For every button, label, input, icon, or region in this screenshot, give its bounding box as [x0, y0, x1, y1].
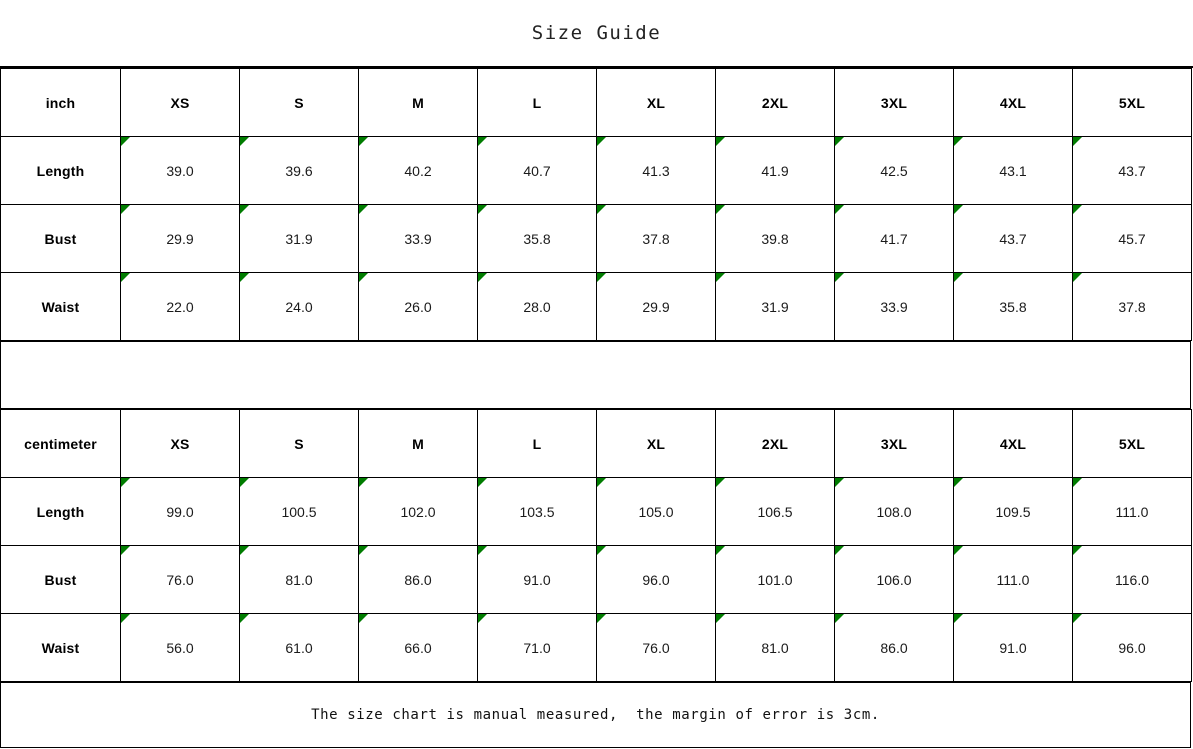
table-row: Waist 56.0 61.0 66.0 71.0 76.0 81.0 86.0 91.0 96.… — [0, 613, 1192, 682]
measurement-cell: 96.0 — [596, 545, 716, 614]
table-row: Bust 76.0 81.0 86.0 91.0 96.0 101.0 106.0 111.0 1… — [0, 545, 1192, 614]
size-header-cell-s: S — [239, 68, 359, 137]
measurement-cell: 26.0 — [358, 272, 478, 341]
measurement-cell: 22.0 — [120, 272, 240, 341]
size-header-cell-xs: XS — [120, 68, 240, 137]
measurement-label-length: Length — [0, 136, 121, 205]
size-header-cell-2xl: 2XL — [715, 68, 835, 137]
inch-size-table: inch XS S M L XL 2XL 3XL 4XL 5XL Length 39.0 39.6 40.… — [0, 68, 1192, 341]
measurement-cell: 41.3 — [596, 136, 716, 205]
measurement-cell: 106.0 — [834, 545, 954, 614]
measurement-cell: 33.9 — [358, 204, 478, 273]
inch-table-body: inch XS S M L XL 2XL 3XL 4XL 5XL Length 39.0 39.6 40.… — [0, 68, 1192, 341]
measurement-label-length: Length — [0, 477, 121, 546]
measurement-cell: 76.0 — [120, 545, 240, 614]
size-header-cell-5xl: 5XL — [1072, 409, 1192, 478]
measurement-cell: 76.0 — [596, 613, 716, 682]
measurement-cell: 111.0 — [953, 545, 1073, 614]
measurement-cell: 43.7 — [953, 204, 1073, 273]
size-header-cell-l: L — [477, 68, 597, 137]
measurement-cell: 102.0 — [358, 477, 478, 546]
measurement-cell: 31.9 — [715, 272, 835, 341]
measurement-label-bust: Bust — [0, 545, 121, 614]
measurement-cell: 43.1 — [953, 136, 1073, 205]
size-header-cell-4xl: 4XL — [953, 68, 1073, 137]
measurement-cell: 29.9 — [120, 204, 240, 273]
measurement-cell: 66.0 — [358, 613, 478, 682]
measurement-cell: 56.0 — [120, 613, 240, 682]
size-header-cell-3xl: 3XL — [834, 68, 954, 137]
page-title: Size Guide — [531, 22, 662, 44]
table-spacer-row — [0, 341, 1191, 409]
measurement-cell: 108.0 — [834, 477, 954, 546]
size-header-cell-xl: XL — [596, 68, 716, 137]
measurement-cell: 43.7 — [1072, 136, 1192, 205]
measurement-cell: 40.2 — [358, 136, 478, 205]
measurement-label-bust: Bust — [0, 204, 121, 273]
measurement-cell: 61.0 — [239, 613, 359, 682]
unit-header-cell: centimeter — [0, 409, 121, 478]
measurement-cell: 103.5 — [477, 477, 597, 546]
table-header-row: inch XS S M L XL 2XL 3XL 4XL 5XL — [0, 68, 1192, 137]
measurement-cell: 39.8 — [715, 204, 835, 273]
measurement-cell: 37.8 — [1072, 272, 1192, 341]
size-header-cell-3xl: 3XL — [834, 409, 954, 478]
measurement-cell: 101.0 — [715, 545, 835, 614]
size-header-cell-2xl: 2XL — [715, 409, 835, 478]
measurement-cell: 37.8 — [596, 204, 716, 273]
size-header-cell-m: M — [358, 409, 478, 478]
measurement-cell: 106.5 — [715, 477, 835, 546]
measurement-cell: 28.0 — [477, 272, 597, 341]
size-header-cell-xl: XL — [596, 409, 716, 478]
measurement-cell: 42.5 — [834, 136, 954, 205]
measurement-cell: 86.0 — [358, 545, 478, 614]
measurement-cell: 81.0 — [715, 613, 835, 682]
measurement-cell: 91.0 — [477, 545, 597, 614]
footer-note-row: The size chart is manual measured, the m… — [0, 682, 1191, 748]
measurement-cell: 39.6 — [239, 136, 359, 205]
measurement-cell: 39.0 — [120, 136, 240, 205]
size-header-cell-m: M — [358, 68, 478, 137]
table-row: Length 99.0 100.5 102.0 103.5 105.0 106.5 108.0… — [0, 477, 1192, 546]
measurement-cell: 116.0 — [1072, 545, 1192, 614]
measurement-cell: 45.7 — [1072, 204, 1192, 273]
centimeter-size-table: centimeter XS S M L XL 2XL 3XL 4XL 5XL Length 99.0 1… — [0, 409, 1192, 682]
measurement-cell: 41.9 — [715, 136, 835, 205]
measurement-cell: 81.0 — [239, 545, 359, 614]
measurement-cell: 111.0 — [1072, 477, 1192, 546]
table-row: Bust 29.9 31.9 33.9 35.8 37.8 39.8 41.7 43.7 45.7 — [0, 204, 1192, 273]
measurement-cell: 91.0 — [953, 613, 1073, 682]
measurement-cell: 29.9 — [596, 272, 716, 341]
measurement-cell: 40.7 — [477, 136, 597, 205]
size-header-cell-5xl: 5XL — [1072, 68, 1192, 137]
centimeter-table-body: centimeter XS S M L XL 2XL 3XL 4XL 5XL Length 99.0 1… — [0, 409, 1192, 682]
measurement-disclaimer: The size chart is manual measured, the m… — [311, 707, 880, 723]
size-header-cell-4xl: 4XL — [953, 409, 1073, 478]
table-row: Waist 22.0 24.0 26.0 28.0 29.9 31.9 33.9 35.8 37.… — [0, 272, 1192, 341]
title-row: Size Guide — [0, 0, 1193, 68]
measurement-cell: 35.8 — [477, 204, 597, 273]
table-header-row: centimeter XS S M L XL 2XL 3XL 4XL 5XL — [0, 409, 1192, 478]
measurement-cell: 35.8 — [953, 272, 1073, 341]
measurement-cell: 33.9 — [834, 272, 954, 341]
size-header-cell-s: S — [239, 409, 359, 478]
unit-header-cell: inch — [0, 68, 121, 137]
measurement-cell: 24.0 — [239, 272, 359, 341]
measurement-cell: 105.0 — [596, 477, 716, 546]
measurement-cell: 99.0 — [120, 477, 240, 546]
measurement-cell: 96.0 — [1072, 613, 1192, 682]
size-header-cell-l: L — [477, 409, 597, 478]
measurement-cell: 41.7 — [834, 204, 954, 273]
measurement-label-waist: Waist — [0, 613, 121, 682]
measurement-label-waist: Waist — [0, 272, 121, 341]
measurement-cell: 71.0 — [477, 613, 597, 682]
size-header-cell-xs: XS — [120, 409, 240, 478]
table-row: Length 39.0 39.6 40.2 40.7 41.3 41.9 42.5 43.1 43… — [0, 136, 1192, 205]
measurement-cell: 109.5 — [953, 477, 1073, 546]
measurement-cell: 86.0 — [834, 613, 954, 682]
measurement-cell: 100.5 — [239, 477, 359, 546]
measurement-cell: 31.9 — [239, 204, 359, 273]
